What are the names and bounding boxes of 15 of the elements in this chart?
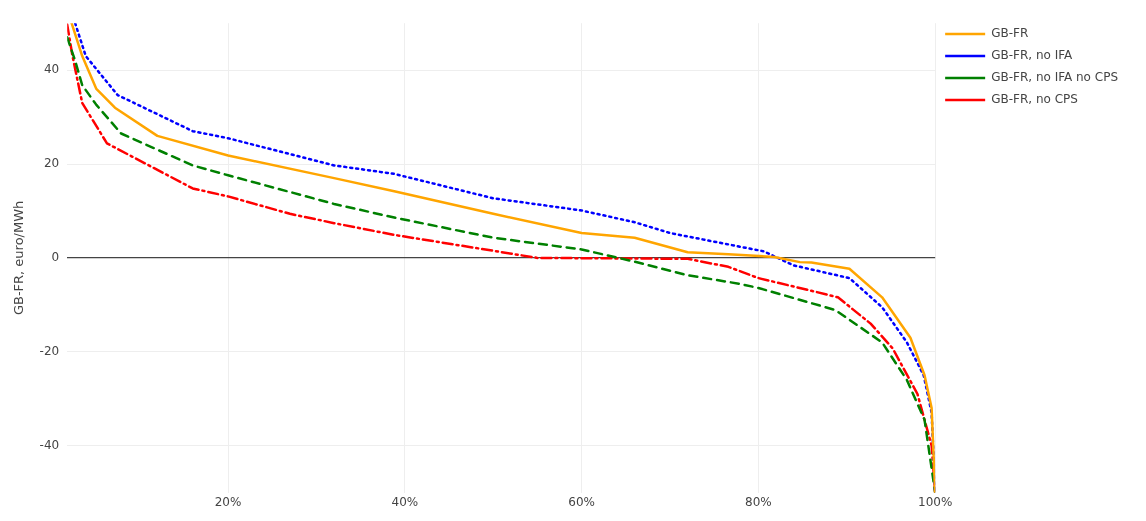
y-axis-title: GB-FR, euro/MWh <box>11 200 27 316</box>
y-tick-label: -20 <box>39 343 60 358</box>
legend-label: GB-FR, no CPS <box>991 92 1078 107</box>
y-tick-label: 0 <box>51 250 60 265</box>
x-tick-label: 40% <box>391 494 419 509</box>
legend-label: GB-FR <box>991 26 1029 41</box>
x-tick-label: 80% <box>745 494 772 509</box>
y-tick-label: -40 <box>39 437 60 452</box>
legend-label: GB-FR, no IFA <box>991 48 1073 63</box>
legend-label: GB-FR, no IFA no CPS <box>991 70 1119 85</box>
x-tick-label: 60% <box>568 494 595 509</box>
y-tick-label: 20 <box>43 156 60 171</box>
x-tick-label: 100% <box>917 494 953 509</box>
y-tick-label: 40 <box>43 62 60 77</box>
x-tick-label: 20% <box>214 494 242 509</box>
